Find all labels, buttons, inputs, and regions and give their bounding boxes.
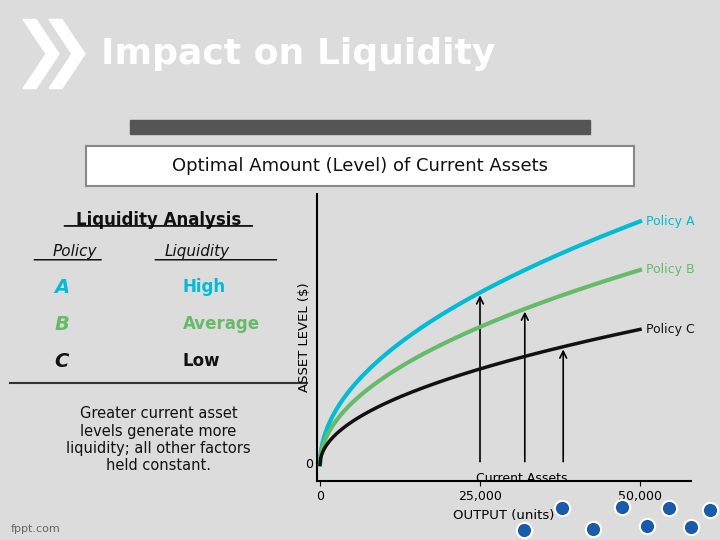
Polygon shape (49, 19, 85, 89)
X-axis label: OUTPUT (units): OUTPUT (units) (454, 509, 554, 522)
Text: Average: Average (183, 315, 260, 333)
Text: Policy B: Policy B (647, 264, 695, 276)
Text: Policy: Policy (53, 245, 97, 259)
Y-axis label: ASSET LEVEL ($): ASSET LEVEL ($) (298, 282, 311, 393)
Text: B: B (54, 315, 69, 334)
Text: 0: 0 (305, 458, 314, 471)
Text: Greater current asset
levels generate more
liquidity; all other factors
held con: Greater current asset levels generate mo… (66, 406, 251, 474)
Text: Current Assets: Current Assets (476, 472, 567, 485)
Text: Policy C: Policy C (647, 323, 695, 336)
Text: High: High (183, 279, 225, 296)
Text: Liquidity Analysis: Liquidity Analysis (76, 211, 241, 228)
Bar (130, 120, 590, 134)
Text: A: A (54, 278, 69, 297)
Text: Low: Low (183, 353, 220, 370)
Polygon shape (23, 19, 59, 89)
Text: C: C (55, 352, 68, 371)
Text: Impact on Liquidity: Impact on Liquidity (101, 37, 495, 71)
Text: Optimal Amount (Level) of Current Assets: Optimal Amount (Level) of Current Assets (172, 157, 548, 175)
Text: Policy A: Policy A (647, 215, 695, 228)
Text: fppt.com: fppt.com (11, 523, 60, 534)
Text: Liquidity: Liquidity (164, 245, 230, 259)
